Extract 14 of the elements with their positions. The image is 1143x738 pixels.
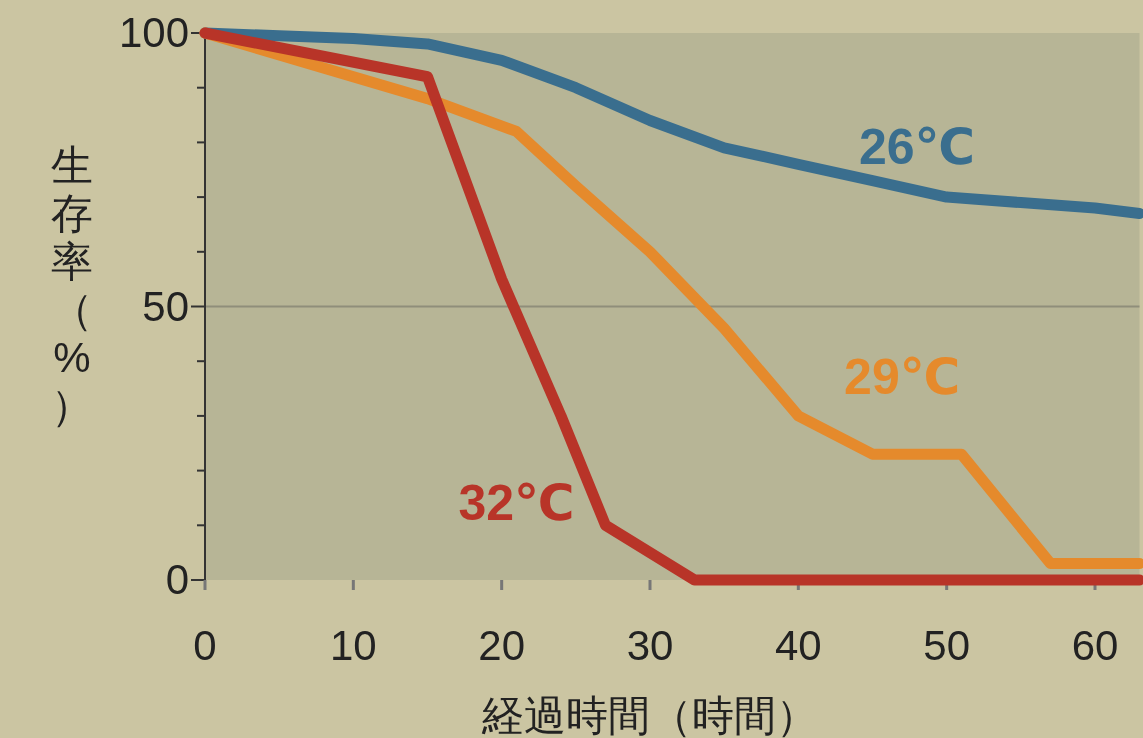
y-tick-label: 0 (165, 556, 189, 603)
x-tick-label: 20 (478, 622, 526, 669)
series-label: 32℃ (458, 474, 575, 531)
series-label: 29℃ (844, 349, 961, 406)
x-tick-label: 50 (923, 622, 971, 669)
x-axis-title: 経過時間（時間） (481, 692, 818, 738)
x-tick-label: 60 (1071, 622, 1119, 669)
y-tick-label: 50 (142, 282, 189, 330)
y-axis-title: 生存率（%） (51, 142, 93, 429)
x-tick-label: 10 (329, 622, 377, 669)
x-tick-label: 40 (774, 622, 822, 669)
x-tick-label: 30 (626, 622, 674, 669)
series-label: 26℃ (858, 119, 976, 176)
y-tick-label: 100 (118, 9, 189, 56)
